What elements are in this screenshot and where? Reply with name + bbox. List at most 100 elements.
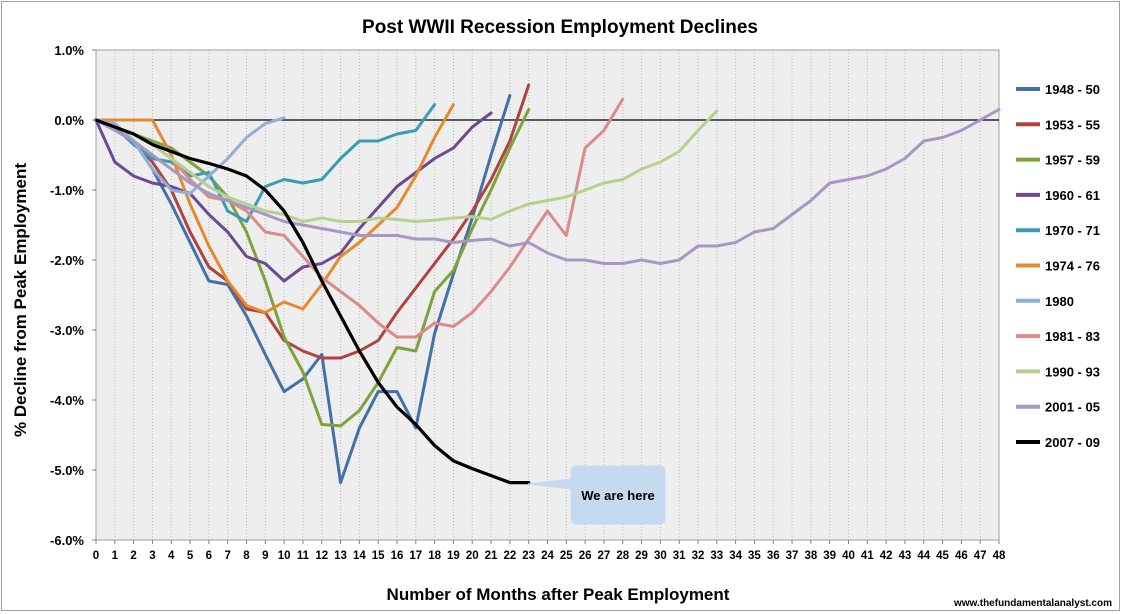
we-are-here-callout: We are here <box>527 465 666 525</box>
series-line-1981_83 <box>94 97 625 339</box>
x-tick-label: 14 <box>353 550 366 562</box>
x-tick-label: 7 <box>224 550 230 562</box>
x-tick-label: 33 <box>710 550 723 562</box>
legend-item-1960_61: 1960 - 61 <box>1016 188 1100 203</box>
x-tick-label: 6 <box>206 550 212 562</box>
series-line-1990_93 <box>94 109 719 223</box>
legend-label: 1970 - 71 <box>1045 223 1100 238</box>
x-tick-label: 46 <box>955 550 968 562</box>
series-line-1948_50 <box>94 94 512 485</box>
x-tick-label: 10 <box>278 550 291 562</box>
series-lines <box>94 83 1001 485</box>
x-tick-label: 27 <box>598 550 611 562</box>
x-tick-label: 9 <box>262 550 268 562</box>
y-tick-label: -5.0% <box>50 463 84 478</box>
legend-item-1953_55: 1953 - 55 <box>1016 117 1100 132</box>
series-line-1980 <box>94 116 286 195</box>
legend-label: 1960 - 61 <box>1045 188 1100 203</box>
chart-title: Post WWII Recession Employment Declines <box>362 17 758 38</box>
x-tick-label: 48 <box>993 550 1006 562</box>
plot-area <box>95 49 1000 541</box>
x-tick-label: 25 <box>560 550 573 562</box>
x-tick-label: 35 <box>748 550 761 562</box>
x-tick-label: 20 <box>466 550 479 562</box>
y-axis-title: % Decline from Peak Employment <box>11 163 30 437</box>
x-tick-label: 8 <box>243 550 250 562</box>
x-tick-label: 23 <box>522 550 535 562</box>
x-tick-label: 29 <box>635 550 648 562</box>
x-tick-label: 5 <box>187 550 194 562</box>
x-tick-label: 1 <box>112 550 119 562</box>
x-tick-label: 44 <box>917 550 930 562</box>
x-tick-label: 26 <box>579 550 592 562</box>
x-axis-title: Number of Months after Peak Employment <box>387 585 730 604</box>
legend-item-1970_71: 1970 - 71 <box>1016 223 1100 238</box>
legend-item-2001_05: 2001 - 05 <box>1016 400 1100 415</box>
y-tick-label: -2.0% <box>50 253 84 268</box>
series-line-1960_61 <box>94 111 493 283</box>
legend-label: 2007 - 09 <box>1045 435 1100 450</box>
legend-label: 1948 - 50 <box>1045 82 1100 97</box>
x-tick-label: 4 <box>168 550 175 562</box>
x-tick-label: 12 <box>315 550 328 562</box>
series-line-1970_71 <box>94 103 437 223</box>
x-tick-label: 37 <box>786 550 799 562</box>
legend-label: 1981 - 83 <box>1045 329 1100 344</box>
series-line-2001_05 <box>94 108 1001 265</box>
source-credit: www.thefundamentalanalyst.com <box>953 598 1112 609</box>
legend: 1948 - 50 1953 - 55 1957 - 59 1960 - 61 1970… <box>1016 82 1100 450</box>
y-axis-ticks: 1.0% 0.0% -1.0% -2.0% -3.0% -4.0% -5.0% -6.0% <box>50 43 96 548</box>
legend-item-1980: 1980 <box>1016 294 1074 309</box>
x-tick-label: 30 <box>654 550 667 562</box>
x-tick-label: 22 <box>503 550 516 562</box>
x-tick-label: 28 <box>616 550 629 562</box>
x-tick-label: 11 <box>297 550 310 562</box>
x-tick-label: 38 <box>804 550 817 562</box>
x-tick-label: 18 <box>428 550 441 562</box>
x-tick-label: 45 <box>936 550 949 562</box>
x-tick-label: 43 <box>899 550 912 562</box>
x-tick-label: 19 <box>447 550 460 562</box>
x-tick-label: 34 <box>729 550 742 562</box>
y-tick-label: -3.0% <box>50 323 84 338</box>
legend-label: 1974 - 76 <box>1045 259 1100 274</box>
x-tick-label: 41 <box>861 550 874 562</box>
legend-item-1957_59: 1957 - 59 <box>1016 153 1100 168</box>
legend-item-2007_09: 2007 - 09 <box>1016 435 1100 450</box>
y-tick-label: -6.0% <box>50 533 84 548</box>
x-tick-label: 17 <box>409 550 422 562</box>
y-tick-label: -4.0% <box>50 393 84 408</box>
x-axis-ticks: 0 1 2 3 4 5 6 7 8 9 10 11 12 13 14 15 16 17 18 19 20 21 22 23 24… <box>93 540 1006 562</box>
x-tick-label: 36 <box>767 550 780 562</box>
x-tick-label: 39 <box>823 550 836 562</box>
x-tick-label: 15 <box>372 550 385 562</box>
legend-label: 1980 <box>1045 294 1074 309</box>
x-tick-label: 24 <box>541 550 554 562</box>
x-tick-label: 21 <box>485 550 498 562</box>
y-tick-label: 0.0% <box>54 113 84 128</box>
x-tick-label: 2 <box>130 550 136 562</box>
x-tick-label: 31 <box>673 550 686 562</box>
y-tick-label: -1.0% <box>50 183 84 198</box>
x-tick-label: 32 <box>692 550 705 562</box>
legend-item-1974_76: 1974 - 76 <box>1016 259 1100 274</box>
x-tick-label: 42 <box>880 550 893 562</box>
x-tick-label: 13 <box>334 550 347 562</box>
legend-label: 1990 - 93 <box>1045 364 1100 379</box>
x-tick-label: 0 <box>93 550 99 562</box>
series-line-2007_09 <box>94 118 531 485</box>
legend-label: 2001 - 05 <box>1045 400 1100 415</box>
series-line-1974_76 <box>94 103 455 314</box>
callout-text: We are here <box>581 488 654 503</box>
legend-item-1981_83: 1981 - 83 <box>1016 329 1100 344</box>
y-tick-label: 1.0% <box>54 43 84 58</box>
legend-item-1948_50: 1948 - 50 <box>1016 82 1100 97</box>
x-tick-label: 3 <box>149 550 155 562</box>
legend-item-1990_93: 1990 - 93 <box>1016 364 1100 379</box>
gridlines <box>114 50 981 540</box>
legend-label: 1953 - 55 <box>1045 117 1100 132</box>
legend-label: 1957 - 59 <box>1045 153 1100 168</box>
x-tick-label: 16 <box>391 550 404 562</box>
